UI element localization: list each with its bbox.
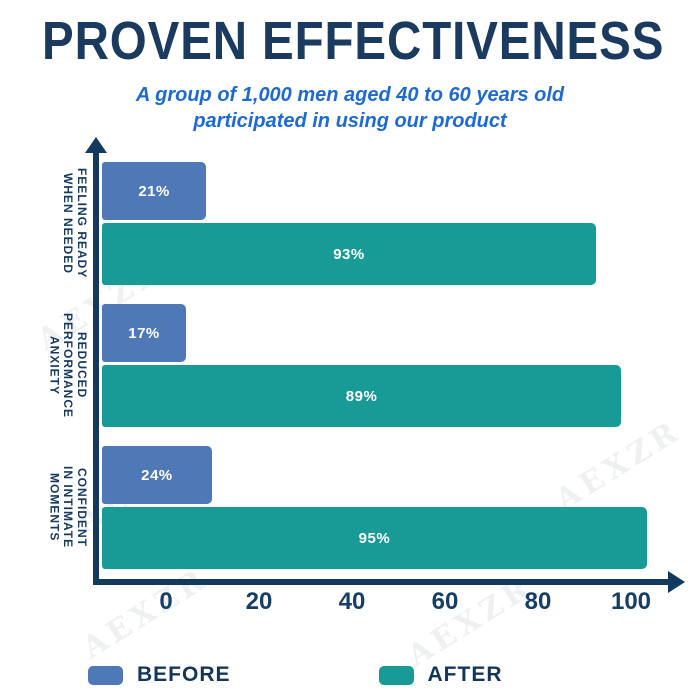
bar-group: 17% 89% [102, 304, 662, 427]
page-title: PROVEN EFFECTIVENESS [42, 11, 665, 71]
bar-group: 21% 93% [102, 162, 662, 285]
bar-value-label: 89% [345, 387, 378, 405]
x-tick-label: 80 [524, 588, 552, 615]
x-tick-label: 60 [431, 588, 459, 615]
before-swatch [88, 665, 123, 685]
bar-before: 21% [102, 162, 207, 220]
bar-value-label: 93% [333, 245, 365, 263]
bar-after: 89% [102, 365, 622, 427]
after-swatch [378, 665, 414, 685]
subtitle: A group of 1,000 men aged 40 to 60 years… [135, 84, 565, 132]
legend-item-after: AFTER [378, 663, 503, 687]
bar-value-label: 95% [358, 529, 391, 547]
bar-value-label: 17% [128, 324, 160, 342]
bar-before: 17% [102, 304, 186, 362]
bar-after: 93% [102, 223, 596, 285]
x-tick-label: 40 [338, 588, 366, 615]
bar-after: 95% [102, 507, 647, 569]
category-label: REDUCED PERFORMANCE ANXIETY [47, 312, 89, 418]
bar-value-label: 21% [138, 182, 170, 200]
x-axis-line [93, 579, 671, 585]
x-axis-arrow-icon [668, 571, 685, 593]
legend-label-after: AFTER [427, 663, 503, 686]
x-tick-label: 100 [610, 588, 652, 615]
x-tick-label: 0 [159, 588, 173, 615]
legend-label-before: BEFORE [137, 663, 231, 686]
category-label: CONFIDENT IN INTIMATE MOMENTS [47, 466, 89, 549]
legend-item-before: BEFORE [88, 663, 231, 687]
legend: BEFORE AFTER [88, 663, 503, 687]
x-tick-label: 20 [245, 588, 273, 615]
category-label: FEELING READY WHEN NEEDED [61, 168, 89, 279]
y-axis-arrow-icon [85, 137, 107, 153]
y-axis-line [93, 151, 99, 585]
bar-before: 24% [102, 446, 212, 504]
bar-value-label: 24% [141, 466, 173, 484]
bar-group: 24% 95% [102, 446, 662, 569]
